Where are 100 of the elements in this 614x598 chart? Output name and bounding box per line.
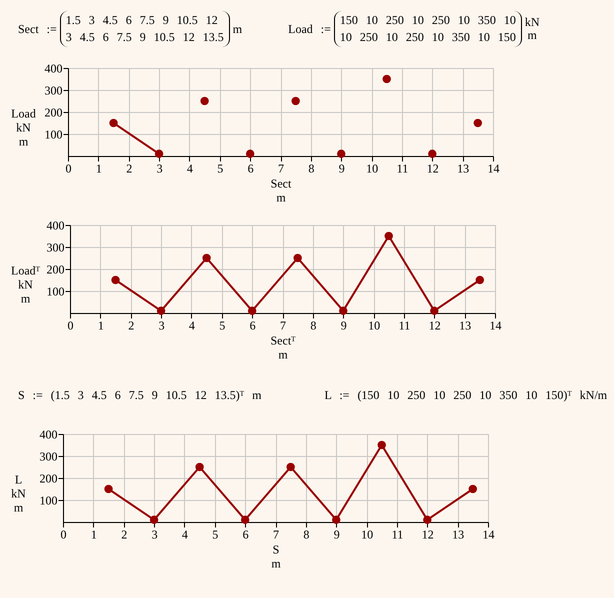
x-tick-label: 8 — [303, 528, 310, 542]
x-tick-label: 14 — [488, 162, 500, 176]
point — [104, 484, 113, 494]
y-axis-title: L kN m — [11, 472, 26, 514]
x-tick-label: 9 — [340, 318, 347, 332]
text: m — [232, 22, 242, 36]
x-tick-label: 7 — [278, 162, 284, 176]
x-tick-label: 13 — [457, 162, 470, 176]
x-tick-label: 1 — [90, 528, 97, 542]
y-axis-title: Loadᵀ kN m — [10, 264, 41, 306]
point — [476, 276, 484, 284]
x-tick-label: 4 — [182, 528, 188, 542]
text: kN m — [524, 15, 540, 42]
point — [156, 306, 166, 315]
text: S := (1.5 3 4.5 6 7.5 9 10.5 12 13.5)ᵀ m — [18, 388, 262, 402]
text: L := (150 10 250 10 250 10 350 10 150)ᵀ kN/m — [324, 388, 608, 402]
x-axis-title: Sect m — [270, 176, 292, 204]
y-tick-label: 200 — [40, 472, 58, 486]
x-tick-label: 1 — [98, 318, 104, 332]
x-tick-label: 13 — [459, 318, 472, 332]
point — [378, 440, 386, 450]
point — [195, 462, 204, 472]
x-tick-label: 0 — [68, 318, 74, 332]
point — [154, 150, 164, 158]
y-tick-label: 400 — [40, 428, 58, 442]
y-tick-label: 300 — [44, 84, 62, 98]
point — [150, 516, 158, 524]
text: 10 250 10 250 10 350 10 150 — [340, 29, 516, 46]
y-tick-label: 400 — [44, 62, 62, 76]
y-tick-label: 100 — [44, 128, 62, 142]
x-tick-label: 12 — [428, 318, 441, 332]
y-tick-label: 100 — [46, 284, 64, 298]
x-tick-label: 14 — [490, 318, 502, 332]
x-tick-label: 0 — [60, 528, 66, 542]
x-tick-label: 8 — [308, 162, 314, 176]
point — [202, 254, 211, 262]
x-tick-label: 5 — [217, 162, 224, 176]
y-tick-label: 300 — [40, 450, 58, 464]
point — [468, 484, 478, 494]
x-tick-label: 14 — [482, 528, 494, 542]
x-tick-label: 4 — [186, 162, 193, 176]
x-tick-label: 5 — [212, 528, 218, 542]
point — [430, 306, 438, 315]
point — [332, 516, 340, 524]
text: 3 4.5 6 7.5 9 10.5 12 13.5 — [66, 29, 224, 46]
point — [293, 254, 302, 262]
x-tick-label: 7 — [273, 528, 279, 542]
y-tick-label: 100 — [40, 494, 58, 508]
point — [337, 150, 346, 158]
text: Sect := — [18, 22, 57, 36]
x-tick-label: 6 — [242, 528, 249, 542]
x-tick-label: 3 — [158, 318, 165, 332]
text: 150 10 250 10 250 10 350 10 — [340, 12, 516, 29]
point — [474, 118, 482, 128]
x-tick-label: 2 — [128, 318, 134, 332]
y-tick-label: 400 — [46, 218, 64, 232]
point — [286, 462, 295, 472]
point — [246, 150, 254, 158]
point — [423, 516, 432, 524]
x-tick-label: 11 — [392, 528, 404, 542]
x-tick-label: 2 — [121, 528, 128, 542]
x-tick-label: 10 — [361, 528, 374, 542]
x-tick-label: 6 — [250, 318, 256, 332]
y-tick-label: 200 — [46, 262, 64, 276]
x-tick-label: 4 — [188, 318, 195, 332]
point — [291, 96, 300, 106]
y-tick-label: 300 — [46, 240, 64, 254]
x-tick-label: 9 — [334, 528, 340, 542]
x-tick-label: 2 — [126, 162, 132, 176]
text: 1.5 3 4.5 6 7.5 9 10.5 12 — [66, 12, 219, 29]
point — [428, 150, 436, 158]
x-axis-title: Sectᵀ m — [270, 334, 296, 362]
x-tick-label: 3 — [152, 528, 158, 542]
x-tick-label: 6 — [248, 162, 254, 176]
point — [339, 306, 348, 315]
x-tick-label: 13 — [452, 528, 464, 542]
point — [248, 306, 256, 315]
x-tick-label: 12 — [426, 162, 439, 176]
x-tick-label: 8 — [310, 318, 316, 332]
text: Load := — [288, 22, 331, 36]
x-axis-title: S m — [271, 542, 282, 570]
point — [200, 96, 209, 106]
point — [240, 516, 250, 524]
x-tick-label: 10 — [368, 318, 380, 332]
y-tick-label: 200 — [44, 106, 62, 120]
x-tick-label: 9 — [338, 162, 345, 176]
x-tick-label: 12 — [422, 528, 434, 542]
y-axis-title: Load kN m — [11, 106, 36, 148]
x-tick-label: 5 — [219, 318, 226, 332]
x-tick-label: 3 — [156, 162, 163, 176]
x-tick-label: 1 — [96, 162, 102, 176]
x-tick-label: 11 — [396, 162, 408, 176]
point — [384, 232, 393, 240]
x-tick-label: 11 — [398, 318, 410, 332]
point — [382, 74, 391, 84]
x-tick-label: 10 — [366, 162, 378, 176]
point — [109, 118, 118, 128]
point — [111, 276, 120, 284]
x-tick-label: 0 — [66, 162, 72, 176]
x-tick-label: 7 — [280, 318, 286, 332]
